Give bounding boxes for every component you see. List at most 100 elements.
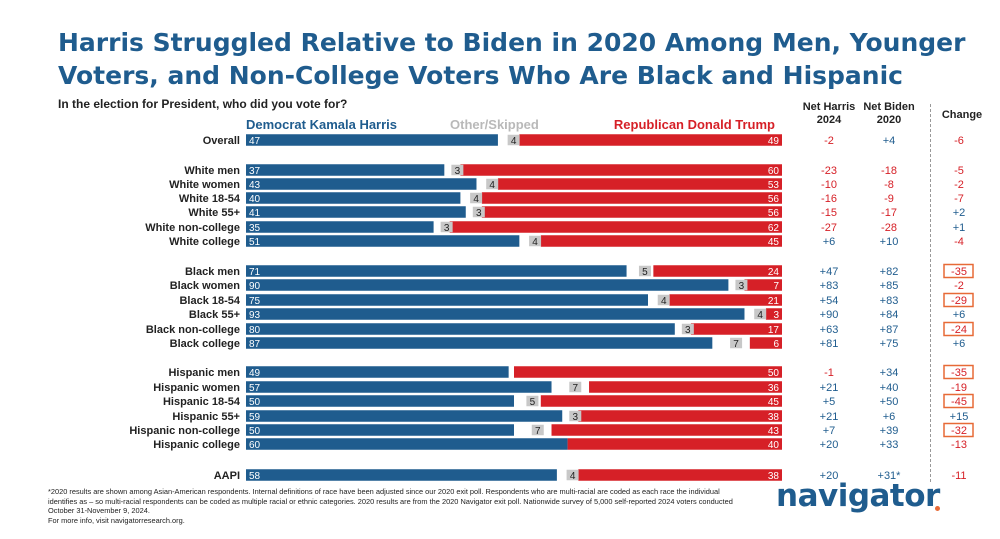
bar-harris-white-18-54	[246, 192, 461, 204]
bar-harris-black-men	[246, 265, 627, 277]
net-biden-black-18-54: +83	[880, 295, 899, 307]
bar-other-black-college	[730, 337, 743, 349]
bar-trump-white-college	[540, 235, 782, 247]
bar-other-black-18-54	[657, 294, 670, 306]
label-trump-aapi: 38	[768, 471, 780, 482]
bar-harris-hispanic-18-54	[246, 395, 514, 407]
label-other-hispanic-55: 3	[572, 412, 578, 423]
bar-harris-hispanic-55	[246, 410, 563, 422]
category-label-black-women: Black women	[170, 280, 241, 292]
net-harris-hispanic-women: +21	[820, 382, 839, 394]
label-trump-hispanic-non-college: 43	[768, 426, 780, 437]
bar-trump-hispanic-55	[578, 410, 782, 422]
bar-other-white-18-54	[470, 192, 483, 204]
category-label-hispanic-non-college: Hispanic non-college	[129, 425, 240, 437]
label-trump-white-55: 56	[768, 208, 780, 219]
change-aapi: -11	[951, 470, 966, 482]
footnote-methodology: *2020 results are shown among Asian-Amer…	[48, 487, 733, 516]
label-harris-hispanic-non-college: 50	[249, 426, 261, 437]
bar-harris-hispanic-college	[246, 438, 568, 450]
bar-trump-black-non-college	[690, 323, 782, 335]
category-label-white-women: White women	[169, 179, 240, 191]
bar-trump-hispanic-18-54	[540, 395, 782, 407]
net-harris-black-55: +90	[820, 309, 839, 321]
label-trump-black-non-college: 17	[768, 325, 780, 336]
legend-other: Other/Skipped	[450, 117, 539, 132]
label-harris-black-women: 90	[249, 281, 261, 292]
net-biden-white-men: -18	[881, 165, 897, 177]
bar-harris-hispanic-women	[246, 381, 552, 393]
net-harris-hispanic-non-college: +7	[823, 425, 836, 437]
label-trump-hispanic-women: 36	[768, 383, 780, 394]
net-biden-black-college: +75	[880, 338, 899, 350]
label-other-black-non-college: 3	[685, 325, 691, 336]
category-label-white-55: White 55+	[188, 207, 240, 219]
net-biden-aapi: +31*	[878, 470, 902, 482]
net-biden-hispanic-college: +33	[880, 439, 899, 451]
label-harris-hispanic-55: 59	[249, 412, 261, 423]
bar-trump-black-men	[653, 265, 782, 277]
chart-title: Harris Struggled Relative to Biden in 20…	[58, 28, 966, 90]
question-text: In the election for President, who did y…	[58, 97, 348, 111]
label-other-white-55: 3	[476, 208, 482, 219]
net-biden-hispanic-non-college: +39	[880, 425, 899, 437]
label-trump-hispanic-college: 40	[768, 440, 780, 451]
bar-other-white-55	[472, 206, 485, 218]
net-biden-hispanic-women: +40	[880, 382, 899, 394]
label-trump-black-women: 7	[773, 281, 779, 292]
net-harris-white-women: -10	[821, 179, 837, 191]
label-harris-hispanic-men: 49	[249, 368, 261, 379]
bar-other-hispanic-55	[569, 410, 582, 422]
net-harris-black-non-college: +63	[820, 324, 839, 336]
bar-trump-white-women	[497, 178, 782, 190]
bar-trump-aapi	[578, 469, 782, 481]
change-white-55: +2	[953, 207, 966, 219]
bar-other-overall	[507, 134, 520, 146]
bar-other-hispanic-non-college	[531, 424, 544, 436]
category-label-white-college: White college	[169, 236, 240, 248]
label-harris-black-18-54: 75	[249, 296, 261, 307]
net-biden-white-non-college: -28	[881, 222, 897, 234]
category-label-hispanic-women: Hispanic women	[153, 382, 240, 394]
bar-other-black-women	[735, 279, 748, 291]
net-harris-black-college: +81	[820, 338, 839, 350]
legend-republican: Republican Donald Trump	[613, 117, 775, 132]
net-biden-hispanic-55: +6	[883, 411, 896, 423]
label-harris-hispanic-college: 60	[249, 440, 261, 451]
label-trump-black-college: 6	[773, 339, 779, 350]
bar-trump-white-55	[481, 206, 782, 218]
net-harris-aapi: +20	[820, 470, 839, 482]
label-trump-white-college: 45	[768, 237, 780, 248]
bar-other-white-non-college	[440, 221, 453, 233]
footnote-link: For more info, visit navigatorresearch.o…	[48, 515, 185, 525]
net-biden-white-18-54: -9	[884, 193, 894, 205]
net-harris-black-men: +47	[820, 266, 839, 278]
label-trump-hispanic-men: 50	[768, 368, 780, 379]
bar-other-white-men	[451, 164, 464, 176]
category-label-hispanic-18-54: Hispanic 18-54	[163, 396, 241, 408]
bar-harris-hispanic-men	[246, 366, 509, 378]
label-harris-aapi: 58	[249, 471, 261, 482]
label-trump-hispanic-55: 38	[768, 412, 780, 423]
bar-trump-hispanic-women	[589, 381, 782, 393]
bar-harris-white-men	[246, 164, 445, 176]
category-label-hispanic-men: Hispanic men	[168, 367, 240, 379]
label-other-overall: 4	[511, 136, 517, 147]
net-harris-overall: -2	[824, 135, 834, 147]
label-trump-overall: 49	[768, 136, 780, 147]
net-harris-hispanic-college: +20	[820, 439, 839, 451]
label-trump-hispanic-18-54: 45	[768, 397, 780, 408]
net-harris-white-college: +6	[823, 236, 836, 248]
net-biden-header: Net Biden 2020	[863, 101, 915, 126]
net-harris-hispanic-men: -1	[824, 367, 834, 379]
category-label-white-men: White men	[184, 165, 240, 177]
label-other-black-men: 5	[642, 267, 648, 278]
net-harris-white-men: -23	[821, 165, 837, 177]
change-hispanic-55: +15	[950, 411, 969, 423]
net-biden-hispanic-men: +34	[880, 367, 899, 379]
net-harris-hispanic-55: +21	[820, 411, 839, 423]
bar-other-white-college	[529, 235, 542, 247]
net-harris-black-women: +83	[820, 280, 839, 292]
label-trump-black-55: 3	[773, 310, 779, 321]
label-other-black-college: 7	[733, 339, 739, 350]
